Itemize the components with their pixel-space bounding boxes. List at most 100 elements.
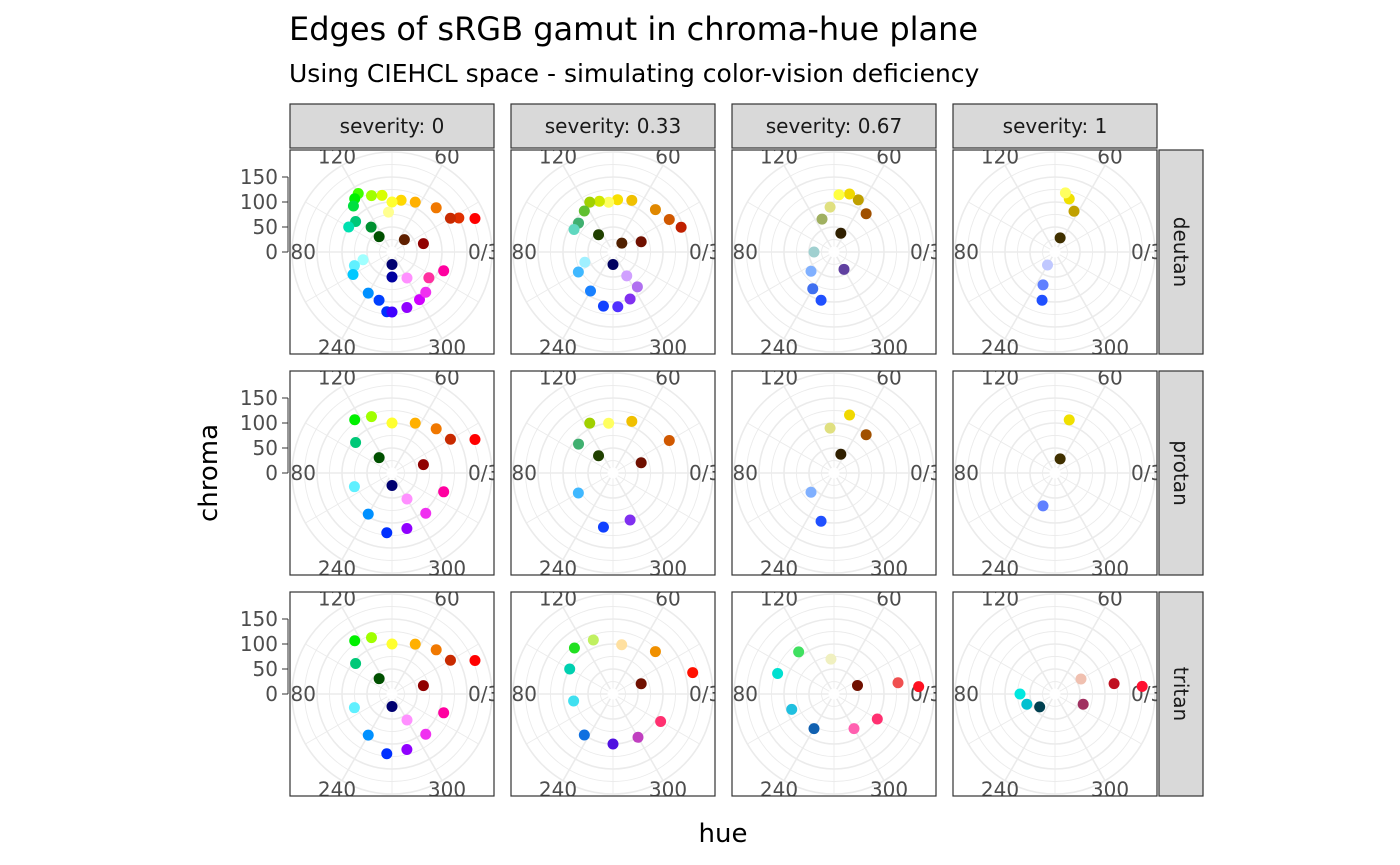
grid-spoke: [1054, 251, 1106, 340]
strip-tritan: [1158, 591, 1204, 797]
grid-spoke: [1054, 472, 1106, 561]
strip-protan: [1158, 370, 1204, 576]
grid-spoke: [1054, 693, 1106, 782]
hue-tick-label: 180: [720, 240, 758, 264]
data-point: [1054, 453, 1066, 465]
facet-grid: severity: 0 severity: 0.33 severity: 0.67 s…: [240, 103, 1204, 801]
data-point: [572, 487, 584, 499]
strip-severity-0-33: [510, 103, 716, 149]
grid-spoke: [391, 606, 443, 695]
hue-tick-label: 60: [1097, 587, 1122, 611]
grid-spoke: [1054, 693, 1142, 745]
data-point: [913, 681, 925, 693]
data-point: [655, 716, 667, 727]
hue-tick-label: 240: [760, 777, 798, 801]
grid-spoke: [612, 643, 700, 695]
data-point: [420, 728, 432, 740]
chroma-tick-label: 0: [265, 240, 278, 264]
hue-tick-label: 0/360: [689, 461, 747, 485]
data-point: [386, 638, 398, 650]
panel-protan-severity-0: 0/360 60 120 180 240 300: [289, 366, 495, 576]
data-point: [825, 653, 837, 665]
grid-spoke: [833, 693, 885, 782]
chart-subtitle: Using CIEHCL space - simulating color-vi…: [289, 59, 980, 88]
hue-tick-label: 120: [318, 366, 356, 390]
data-point: [409, 196, 421, 208]
grid-spoke: [305, 643, 393, 695]
chroma-tick-label: 150: [240, 165, 278, 189]
hue-tick-label: 120: [318, 587, 356, 611]
grid-spoke: [783, 164, 835, 253]
grid-spoke: [562, 606, 614, 695]
data-point: [593, 195, 605, 207]
data-point: [401, 272, 413, 284]
hue-tick-label: 0/360: [910, 461, 968, 485]
data-point: [626, 415, 638, 427]
grid-spoke: [1004, 606, 1056, 695]
panel-protan-severity-0-67: 0/360 60 120 180 240 300: [731, 370, 968, 580]
hue-tick-label: 300: [1091, 777, 1129, 801]
data-point: [584, 417, 596, 429]
data-point: [362, 729, 374, 741]
data-point: [828, 467, 840, 479]
data-point: [603, 196, 615, 208]
grid-spoke: [1004, 385, 1056, 474]
data-point: [844, 188, 856, 200]
hue-tick-label: 240: [539, 777, 577, 801]
hue-tick-label: 0/360: [689, 240, 747, 264]
grid-spoke: [526, 251, 614, 303]
hue-tick-label: 0/360: [910, 240, 968, 264]
hue-tick-label: 240: [981, 556, 1019, 580]
grid-spoke: [968, 643, 1056, 695]
data-point: [453, 212, 465, 224]
panel-border: [510, 370, 716, 576]
data-point: [815, 515, 827, 527]
data-point: [584, 196, 596, 208]
data-point: [409, 638, 421, 650]
data-point: [395, 194, 407, 206]
data-point: [833, 189, 845, 201]
hue-tick-label: 180: [499, 461, 537, 485]
data-point: [373, 452, 385, 464]
grid-spoke: [1054, 643, 1142, 695]
data-point: [568, 642, 580, 654]
hue-tick-label: 240: [760, 335, 798, 359]
data-point: [607, 688, 619, 700]
data-point: [649, 204, 661, 216]
data-point: [848, 723, 860, 735]
data-point: [438, 265, 450, 277]
hue-tick-label: 120: [760, 145, 798, 169]
data-point: [1042, 259, 1053, 271]
data-point: [409, 417, 421, 429]
x-axis-title: hue: [699, 819, 748, 849]
hue-tick-label: 240: [981, 335, 1019, 359]
data-point: [376, 189, 388, 201]
grid-spoke: [305, 472, 393, 524]
data-point: [568, 695, 580, 707]
grid-spoke: [612, 606, 664, 695]
hue-tick-label: 300: [870, 556, 908, 580]
data-point: [1054, 232, 1066, 244]
strip-severity-0-67: [731, 103, 937, 149]
data-point: [438, 486, 450, 498]
hue-tick-label: 240: [539, 556, 577, 580]
data-point: [401, 523, 413, 535]
grid-spoke: [783, 251, 835, 340]
data-point: [607, 259, 619, 270]
data-point: [386, 688, 398, 700]
data-point: [398, 234, 410, 246]
data-point: [871, 713, 883, 725]
data-point: [808, 246, 820, 258]
hue-tick-label: 180: [720, 682, 758, 706]
strip-label: severity: 0.33: [545, 114, 682, 138]
data-point: [663, 214, 675, 225]
data-point: [373, 231, 385, 243]
